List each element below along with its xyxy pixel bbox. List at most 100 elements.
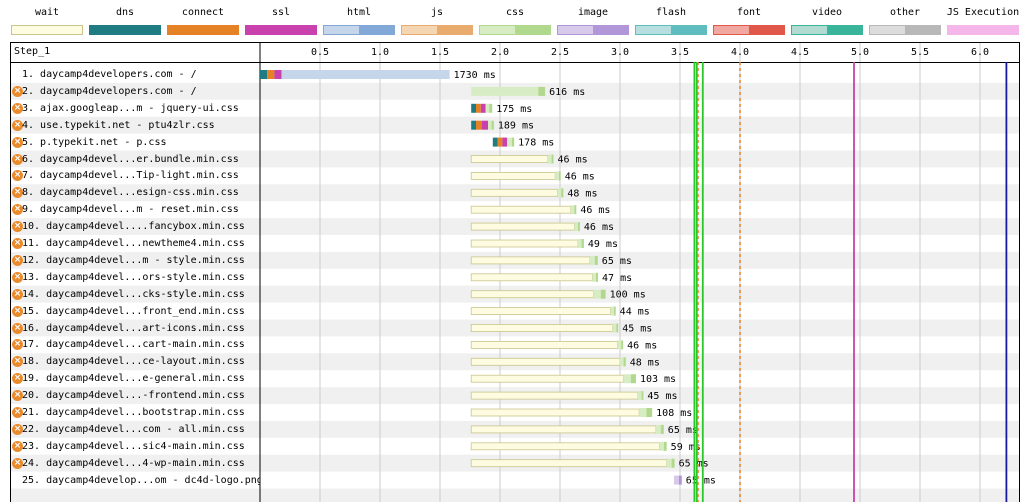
legend-swatch (12, 26, 82, 34)
request-label[interactable]: ×3. ajax.googleap...m - jquery-ui.css (10, 100, 260, 117)
legend-label: connect (166, 7, 240, 18)
bar-ttfb (282, 70, 450, 79)
legend-item-css: css (478, 0, 552, 36)
request-bar (471, 256, 598, 265)
request-bar (471, 121, 494, 130)
request-label[interactable]: ×4. use.typekit.net - ptu4zlr.css (10, 117, 260, 134)
legend-item-font: font (712, 0, 786, 36)
request-bar (674, 476, 682, 485)
duration-label: 178 ms (518, 138, 554, 149)
request-label[interactable]: ×22. daycamp4devel...com - all.min.css (10, 421, 260, 438)
x-tick-label: 2.5 (551, 47, 569, 58)
request-label[interactable]: ×12. daycamp4devel...m - style.min.css (10, 252, 260, 269)
duration-label: 189 ms (498, 121, 534, 132)
legend-swatch (480, 26, 550, 34)
legend-item-wait: wait (10, 0, 84, 36)
request-bar (471, 273, 598, 282)
request-label[interactable]: ×14. daycamp4devel...cks-style.min.css (10, 286, 260, 303)
duration-label: 44 ms (620, 307, 650, 318)
x-tick-label: 1.5 (431, 47, 449, 58)
bar-download (672, 459, 675, 468)
request-label[interactable]: ×7. daycamp4devel...Tip-light.min.css (10, 167, 260, 184)
bar-download (492, 121, 494, 130)
request-label[interactable]: 1. daycamp4developers.com - / (10, 66, 260, 83)
bar-connect (498, 138, 503, 147)
request-label-text: 17. daycamp4devel...cart-main.min.css (22, 336, 245, 353)
request-label-text: 3. ajax.googleap...m - jquery-ui.css (22, 100, 239, 117)
duration-label: 65 ms (602, 256, 632, 267)
request-bar (471, 171, 561, 180)
duration-label: 46 ms (558, 155, 588, 166)
request-label[interactable]: ×16. daycamp4devel...art-icons.min.css (10, 320, 260, 337)
bar-dns (493, 138, 498, 147)
bar-wait (471, 240, 578, 247)
request-label-text: 15. daycamp4devel...front_end.min.css (22, 303, 245, 320)
request-label[interactable]: ×11. daycamp4devel...newtheme4.min.css (10, 235, 260, 252)
duration-label: 49 ms (588, 239, 618, 250)
request-label[interactable]: ×9. daycamp4devel...m - reset.min.css (10, 201, 260, 218)
request-label-text: 13. daycamp4devel...ors-style.min.css (22, 269, 245, 286)
request-label[interactable]: ×10. daycamp4devel....fancybox.min.css (10, 218, 260, 235)
request-label[interactable]: ×5. p.typekit.net - p.css (10, 134, 260, 151)
bar-download (646, 408, 652, 417)
legend-swatch (402, 26, 472, 34)
duration-label: 47 ms (602, 273, 632, 284)
request-label[interactable]: ×18. daycamp4devel...ce-layout.min.css (10, 353, 260, 370)
request-label-text: 5. p.typekit.net - p.css (22, 134, 167, 151)
duration-label: 108 ms (656, 408, 692, 419)
bar-wait (471, 341, 617, 348)
request-label[interactable]: ×17. daycamp4devel...cart-main.min.css (10, 336, 260, 353)
bar-wait (471, 189, 557, 196)
x-tick-label: 1.0 (371, 47, 389, 58)
bar-download (631, 374, 636, 383)
request-bar (471, 155, 553, 164)
bar-download (624, 357, 626, 366)
request-label[interactable]: ×15. daycamp4devel...front_end.min.css (10, 303, 260, 320)
legend-swatch (636, 26, 706, 34)
request-label[interactable]: ×23. daycamp4devel...sic4-main.min.css (10, 438, 260, 455)
request-label[interactable]: ×13. daycamp4devel...ors-style.min.css (10, 269, 260, 286)
x-tick-label: 0.5 (311, 47, 329, 58)
request-bar (471, 324, 618, 333)
bar-download (621, 340, 623, 349)
legend-swatch (168, 26, 238, 34)
request-label[interactable]: ×6. daycamp4devel...er.bundle.min.css (10, 151, 260, 168)
request-label[interactable]: ×20. daycamp4devel...-frontend.min.css (10, 387, 260, 404)
request-label[interactable]: ×19. daycamp4devel...e-general.min.css (10, 370, 260, 387)
bar-ssl (274, 70, 281, 79)
request-label[interactable]: ×24. daycamp4devel...4-wp-main.min.css (10, 455, 260, 472)
bar-ttfb (578, 239, 582, 248)
bar-wait (471, 172, 555, 179)
bar-ttfb (638, 391, 642, 400)
request-label[interactable]: ×21. daycamp4devel...bootstrap.min.css (10, 404, 260, 421)
bar-download (596, 273, 598, 282)
bar-wait (471, 308, 610, 315)
duration-label: 65 ms (668, 425, 698, 436)
request-label-text: 2. daycamp4developers.com - / (22, 83, 197, 100)
legend-label: flash (634, 7, 708, 18)
bar-download (512, 138, 514, 147)
bar-connect (267, 70, 274, 79)
x-tick-label: 4.0 (731, 47, 749, 58)
legend-label: css (478, 7, 552, 18)
request-bar (471, 222, 580, 231)
bar-ttfb (613, 324, 617, 333)
request-label[interactable]: ×2. daycamp4developers.com - / (10, 83, 260, 100)
bar-download (614, 307, 616, 316)
request-bar (471, 87, 545, 96)
bar-ttfb (488, 121, 492, 130)
bar-download (578, 222, 580, 231)
bar-wait (471, 223, 574, 230)
legend-item-video: video (790, 0, 864, 36)
bar-wait (471, 443, 659, 450)
request-label[interactable]: 25. daycamp4develop...om - dc4d-logo.png (10, 472, 260, 489)
request-bar (471, 425, 664, 434)
bar-wait (471, 156, 548, 163)
legend-item-html: html (322, 0, 396, 36)
request-bar (260, 70, 450, 79)
bar-ttfb (667, 459, 672, 468)
request-label[interactable]: ×8. daycamp4devel...esign-css.min.css (10, 184, 260, 201)
request-label-text: 4. use.typekit.net - ptu4zlr.css (22, 117, 215, 134)
request-label-text: 10. daycamp4devel....fancybox.min.css (22, 218, 245, 235)
